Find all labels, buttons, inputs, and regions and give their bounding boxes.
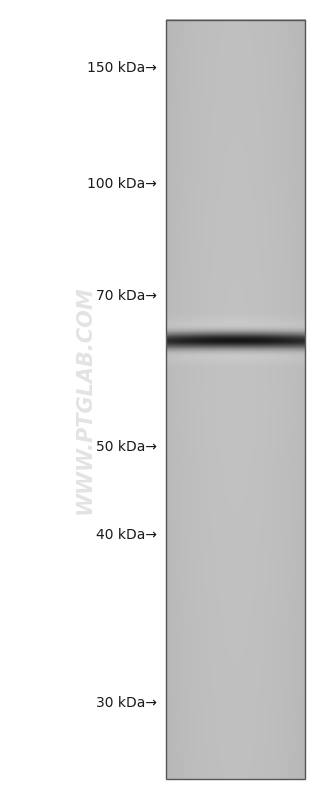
Text: 50 kDa→: 50 kDa→ xyxy=(95,440,157,455)
Text: 150 kDa→: 150 kDa→ xyxy=(87,61,157,75)
Text: 40 kDa→: 40 kDa→ xyxy=(95,528,157,543)
Text: 30 kDa→: 30 kDa→ xyxy=(95,696,157,710)
Bar xyxy=(166,20,305,779)
Text: 100 kDa→: 100 kDa→ xyxy=(87,177,157,191)
Text: WWW.PTGLAB.COM: WWW.PTGLAB.COM xyxy=(75,285,95,514)
Text: 70 kDa→: 70 kDa→ xyxy=(95,288,157,303)
